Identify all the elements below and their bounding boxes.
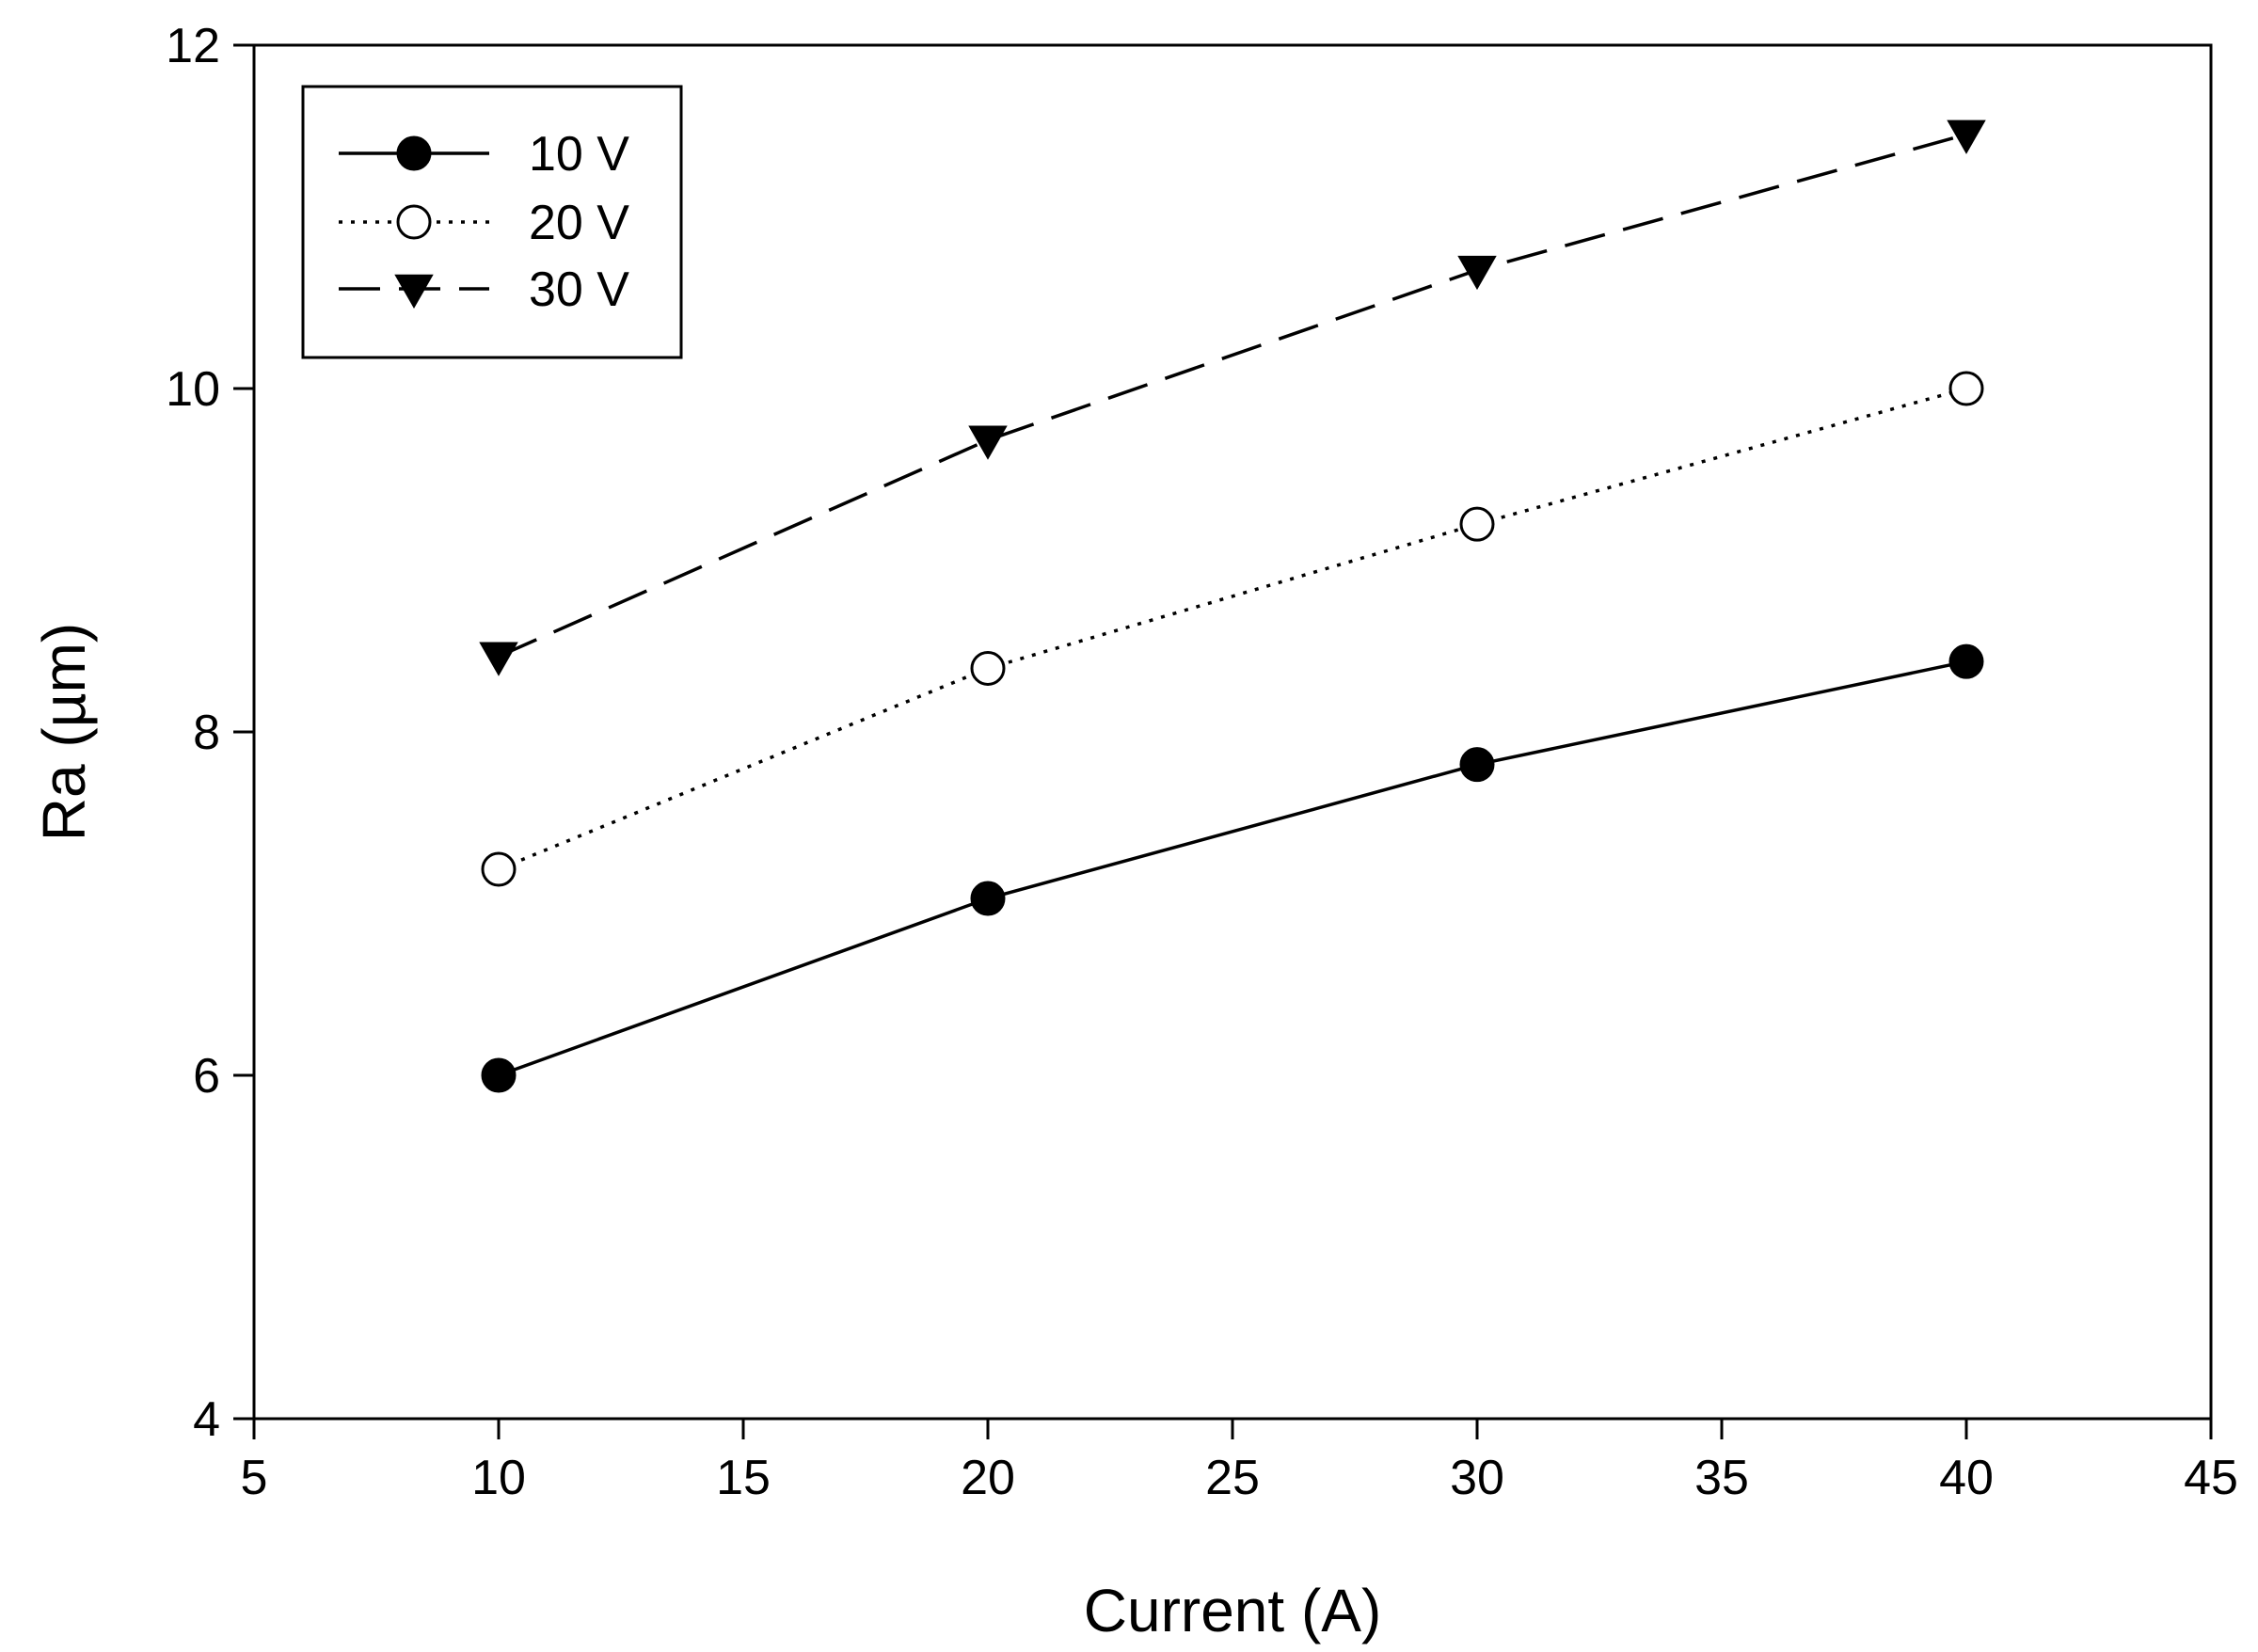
data-point-30v — [1457, 255, 1497, 291]
data-point-10v — [970, 881, 1006, 916]
y-tick-label: 10 — [166, 362, 220, 417]
legend-label-20v: 20 V — [529, 196, 629, 250]
x-tick-label: 15 — [716, 1451, 771, 1505]
legend-marker-10v — [396, 135, 432, 171]
x-tick-label: 25 — [1205, 1451, 1260, 1505]
legend-marker-20v — [396, 204, 432, 240]
x-tick-label: 30 — [1450, 1451, 1504, 1505]
x-tick-label: 45 — [2184, 1451, 2238, 1505]
y-tick-label: 4 — [193, 1392, 220, 1447]
x-tick-label: 20 — [961, 1451, 1015, 1505]
series-20v — [481, 371, 1984, 887]
y-tick-label: 12 — [166, 19, 220, 73]
series-line-10v — [498, 659, 1967, 1077]
x-axis: 5 10 15 20 25 30 35 40 45 — [241, 1419, 2238, 1505]
data-point-20v — [1459, 506, 1495, 542]
legend-item-30v: 30 V — [339, 262, 629, 317]
x-tick-label: 35 — [1694, 1451, 1749, 1505]
y-axis-title: Ra (µm) — [30, 623, 98, 841]
legend-label-10v: 10 V — [529, 127, 629, 182]
legend-label-30v: 30 V — [529, 262, 629, 317]
x-axis-title: Current (A) — [1084, 1577, 1382, 1644]
x-tick-label: 40 — [1939, 1451, 1994, 1505]
data-point-20v — [1948, 371, 1984, 406]
legend: 10 V 20 V 30 V — [301, 85, 683, 359]
data-point-10v — [1459, 747, 1495, 783]
data-point-20v — [970, 650, 1006, 686]
legend-item-20v: 20 V — [339, 196, 629, 250]
y-tick-label: 8 — [193, 706, 220, 760]
x-tick-label: 10 — [471, 1451, 526, 1505]
x-tick-label: 5 — [241, 1451, 268, 1505]
series-layer — [479, 119, 1986, 1093]
series-10v — [481, 643, 1984, 1093]
series-line-20v — [498, 387, 1967, 871]
data-point-10v — [1948, 643, 1984, 679]
data-point-30v — [968, 425, 1008, 460]
y-tick-label: 6 — [193, 1049, 220, 1104]
legend-item-10v: 10 V — [339, 127, 629, 182]
legend-marker-30v — [394, 274, 434, 310]
y-axis: 4 6 8 10 12 — [166, 19, 254, 1447]
data-point-20v — [481, 851, 517, 887]
data-point-10v — [481, 1057, 517, 1093]
data-point-30v — [1947, 119, 1986, 154]
series-30v — [479, 119, 1986, 676]
data-point-30v — [479, 642, 518, 676]
series-line-30v — [498, 133, 1967, 659]
